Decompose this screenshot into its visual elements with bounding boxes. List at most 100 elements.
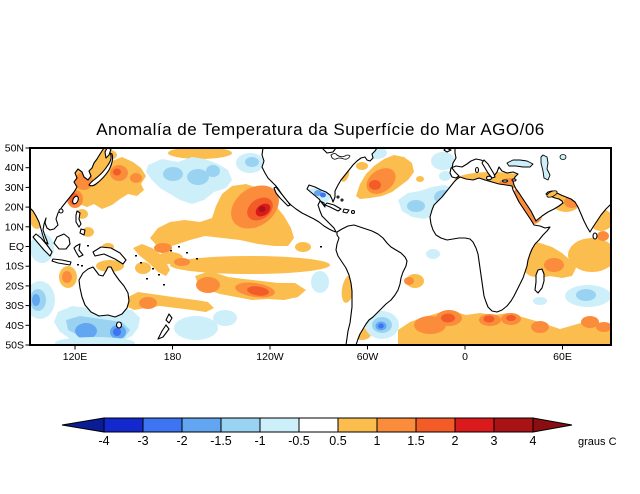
lat-label: 30S: [5, 300, 24, 312]
anomaly-region: [295, 242, 311, 252]
coastline-italy: [481, 159, 496, 179]
anomaly-region: [113, 328, 121, 336]
colorbar-tick-label: -1: [254, 434, 265, 448]
persian-gulf: [546, 190, 558, 198]
coastline-puerto-rico: [350, 209, 356, 215]
coastline-java: [51, 258, 72, 266]
colorbar-segment: [220, 417, 261, 433]
anomaly-region: [439, 171, 451, 181]
great-lakes: [330, 153, 351, 160]
colorbar-right-arrow: [532, 417, 573, 433]
anomaly-region: [196, 277, 220, 293]
anomaly-region: [133, 244, 170, 276]
lat-label: 30N: [5, 182, 24, 194]
coastline-luzon: [75, 210, 82, 228]
colorbar-segment: [454, 417, 495, 433]
coastline-nz-north: [165, 313, 173, 324]
anomaly-region: [426, 249, 440, 259]
colorbar-tick-label: 3: [491, 434, 498, 448]
anomaly-region: [531, 321, 549, 333]
coastline-tasmania: [115, 321, 123, 329]
colorbar-tick-label: 0.5: [329, 434, 346, 448]
anomaly-region: [596, 322, 611, 332]
anomaly-region: [139, 297, 157, 309]
anomaly-region: [213, 310, 237, 326]
anomaly-region: [533, 297, 547, 305]
anomaly-region: [404, 277, 414, 285]
anomaly-region: [187, 169, 209, 185]
coastline-taiwan: [72, 195, 79, 205]
colorbar-segment: [298, 417, 339, 433]
coastline-cyprus: [511, 178, 517, 182]
anomaly-region: [311, 271, 329, 293]
anomaly-region: [96, 260, 124, 272]
anomaly-region: [130, 173, 142, 183]
coastline-bahamas-2: [340, 198, 344, 202]
lat-label: EQ: [9, 241, 24, 253]
coastline-hispaniola: [342, 208, 350, 214]
colorbar-segment: [142, 417, 183, 433]
colorbar-tick-label: -4: [98, 434, 109, 448]
anomaly-region: [154, 243, 172, 253]
anomaly-region: [320, 192, 326, 198]
colorbar-segment: [415, 417, 456, 433]
anomaly-region: [258, 206, 266, 212]
anomaly-region: [245, 157, 259, 167]
coastline-baja: [273, 186, 291, 207]
lat-label: 20S: [5, 280, 24, 292]
lon-label: 0: [462, 351, 468, 363]
colorbar-unit-label: graus C: [578, 436, 617, 448]
latitude-axis: 50N 40N 30N 20N 10N EQ 10S 20S 30S 40S 50S: [5, 143, 30, 352]
aral-sea: [559, 154, 567, 160]
colorbar-segment: [337, 417, 378, 433]
anomaly-region: [168, 148, 232, 159]
anomaly-region: [356, 162, 368, 170]
longitude-axis: 120E 180 120W 60W 0 60E: [63, 345, 572, 363]
coastline-cuba: [324, 202, 342, 212]
coastline-mindanao: [79, 228, 86, 236]
anomaly-region: [483, 315, 495, 323]
colorbar-segment: [181, 417, 222, 433]
anomaly-region: [416, 176, 424, 182]
anomaly-region: [247, 286, 269, 296]
page-title: Anomalía de Temperatura da Superfície do…: [96, 120, 545, 139]
anomaly-region: [113, 168, 121, 176]
hudson-bay-notch: [321, 148, 337, 154]
anomaly-region: [441, 313, 455, 323]
anomaly-region: [597, 231, 609, 241]
colorbar-tick-label: -1.5: [210, 434, 232, 448]
lat-label: 10N: [5, 221, 24, 233]
colorbar-segment: [103, 417, 144, 433]
coastline-sulawesi: [73, 243, 84, 258]
anomaly-region: [506, 315, 516, 321]
colorbar-tick-label: 2: [452, 434, 459, 448]
anomaly-region: [581, 316, 599, 328]
anomaly-region: [75, 323, 97, 339]
anomaly-region: [314, 190, 322, 196]
anomaly-region: [544, 258, 564, 272]
colorbar-tick-label: 1: [374, 434, 381, 448]
coastline-sumatra: [32, 233, 53, 257]
anomaly-region: [431, 152, 455, 170]
pacific-islands: [77, 245, 322, 286]
colorbar-tick-label: -2: [176, 434, 187, 448]
anomaly-region: [55, 337, 135, 345]
lon-label: 60W: [357, 351, 379, 363]
coastline-africa: [429, 176, 551, 313]
anomaly-region: [369, 180, 381, 190]
anomaly-region: [62, 271, 72, 283]
coastline-bahamas: [336, 195, 340, 199]
colorbar-tick-label: -3: [137, 434, 148, 448]
colorbar-tick-label: 1.5: [407, 434, 424, 448]
colorbar-segment: [493, 417, 534, 433]
lon-label: 180: [164, 351, 182, 363]
anomaly-region: [174, 258, 190, 266]
black-sea: [506, 159, 534, 168]
lat-label: 50S: [5, 340, 24, 352]
colorbar-tick-label: 4: [530, 434, 537, 448]
colorbar-segment: [259, 417, 300, 433]
colorbar-segment: [376, 417, 417, 433]
anomaly-region: [135, 262, 151, 274]
coastline-japan: [88, 152, 114, 187]
